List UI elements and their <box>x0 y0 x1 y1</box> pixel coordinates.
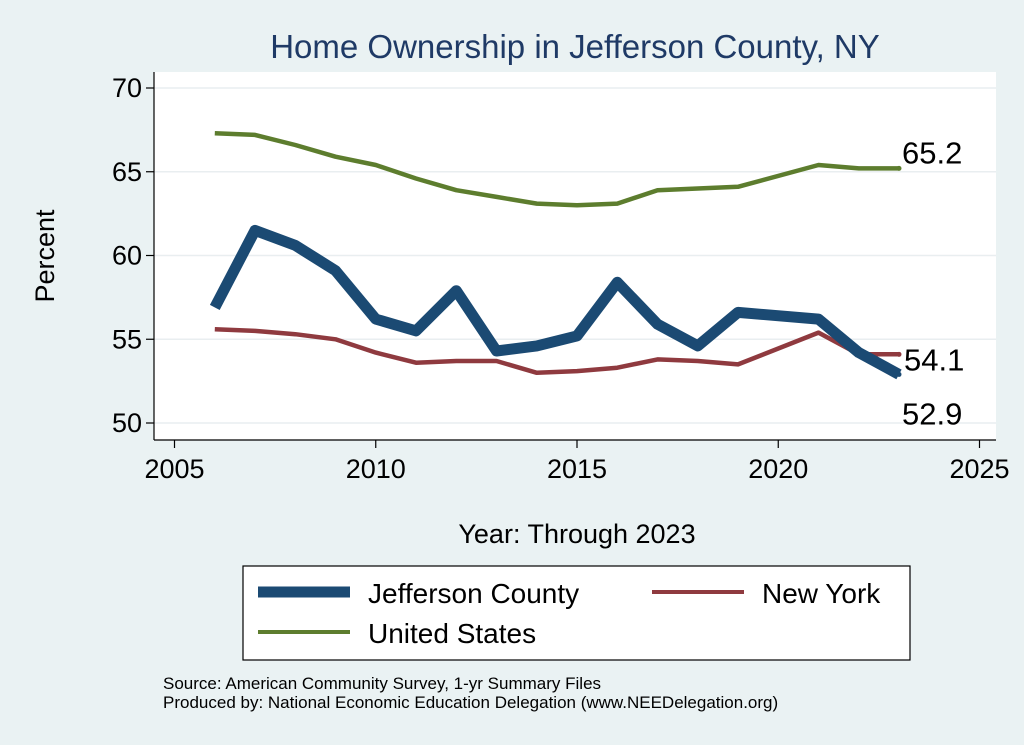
x-tick-label-2010: 2010 <box>346 454 406 484</box>
y-axis-title: Percent <box>30 209 60 303</box>
x-tick-label-2025: 2025 <box>949 454 1009 484</box>
x-tick-label-2020: 2020 <box>748 454 808 484</box>
chart-title: Home Ownership in Jefferson County, NY <box>270 28 880 65</box>
y-tick-label-60: 60 <box>112 241 142 271</box>
x-ticks: 2005 2010 2015 2020 2025 <box>144 440 1010 484</box>
legend-box <box>242 565 911 661</box>
series-end-point-jefferson-county <box>896 371 902 377</box>
series-line-jefferson-county <box>209 224 902 380</box>
legend-label-jefferson: Jefferson County <box>368 578 579 609</box>
legend-label-united-states: United States <box>368 618 536 649</box>
x-tick-label-2005: 2005 <box>144 454 204 484</box>
y-tick-label-55: 55 <box>112 324 142 354</box>
legend-label-new-york: New York <box>762 578 881 609</box>
series-line-united-states <box>214 130 899 208</box>
x-axis-title: Year: Through 2023 <box>458 519 695 549</box>
end-label-new-york: 54.1 <box>904 342 964 377</box>
end-label-united-states: 65.2 <box>902 135 962 170</box>
legend: Jefferson County New York United States <box>242 565 911 661</box>
y-tick-label-50: 50 <box>112 408 142 438</box>
end-labels: 52.9 54.1 65.2 <box>902 135 964 431</box>
series-line-new-york <box>214 326 899 376</box>
producer-note: Produced by: National Economic Education… <box>163 693 778 712</box>
end-label-jefferson-county: 52.9 <box>902 396 962 431</box>
source-note: Source: American Community Survey, 1-yr … <box>163 674 601 693</box>
series-lines <box>209 130 902 380</box>
y-ticks: 50 55 60 65 70 <box>112 73 154 438</box>
y-tick-label-65: 65 <box>112 157 142 187</box>
x-tick-label-2015: 2015 <box>547 454 607 484</box>
series-end-point-new-york <box>896 351 902 357</box>
series-end-point-united-states <box>896 165 902 171</box>
y-tick-label-70: 70 <box>112 73 142 103</box>
